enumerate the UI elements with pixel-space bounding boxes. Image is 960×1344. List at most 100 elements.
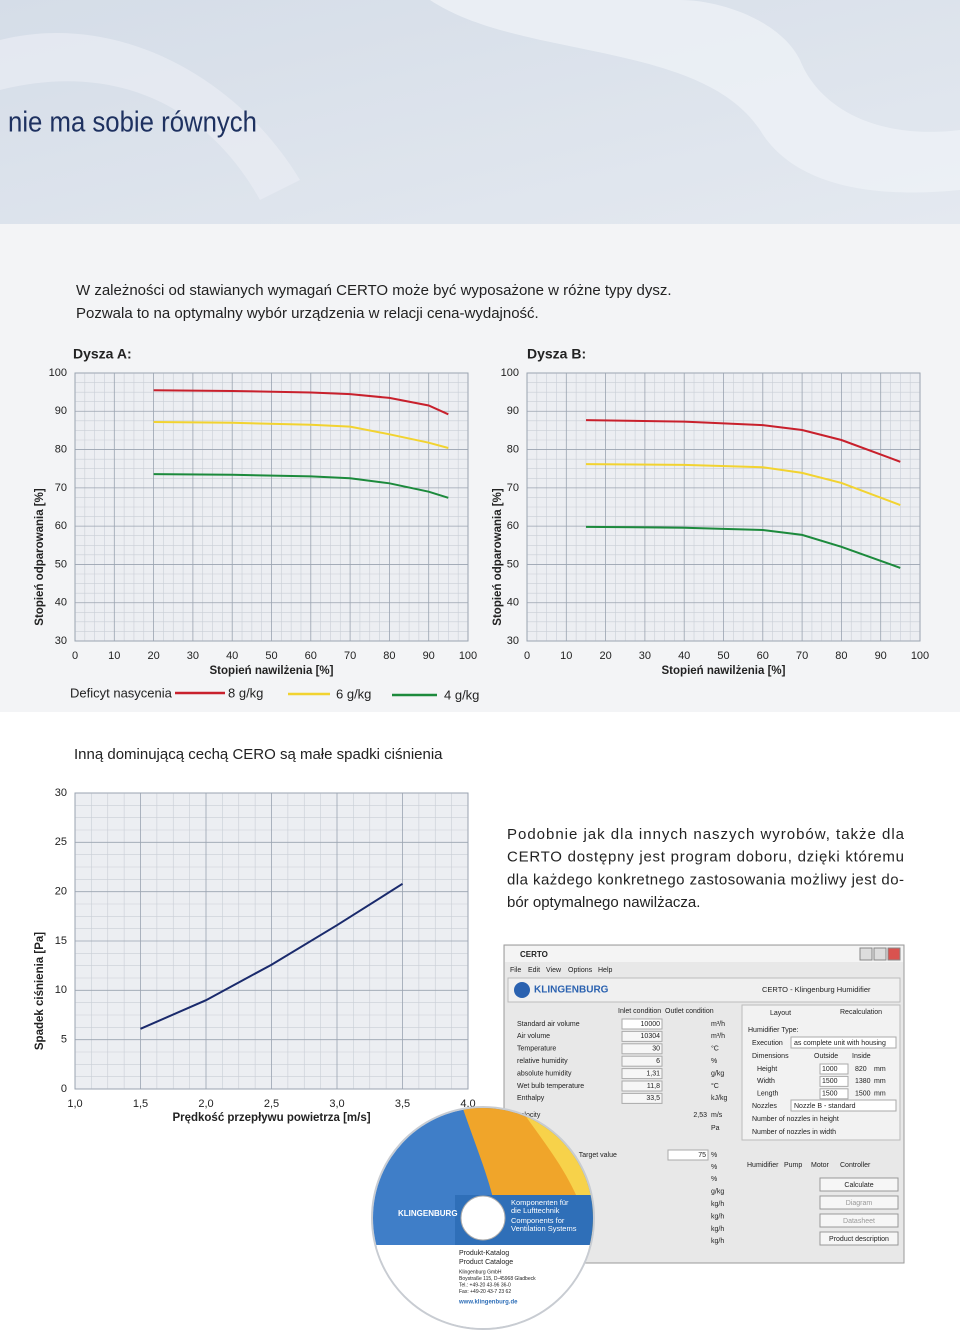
field-label: Standard air volume: [517, 1021, 580, 1028]
y-tick-label: 40: [55, 597, 67, 609]
x-tick-label: 30: [639, 650, 651, 662]
x-axis-label: Stopień nawilżenia [%]: [210, 665, 334, 677]
window-button[interactable]: [859, 947, 873, 961]
tab[interactable]: Controller: [840, 1162, 871, 1169]
field-box[interactable]: [621, 1030, 663, 1042]
field-box[interactable]: [621, 1068, 663, 1080]
disc-text: Components for: [511, 1216, 565, 1225]
field-label: relative humidity: [517, 1058, 568, 1065]
x-tick-label: 80: [383, 650, 395, 662]
tab[interactable]: Outlet condition: [665, 1008, 714, 1015]
y-tick-label: 30: [55, 635, 67, 647]
field-box[interactable]: [667, 1149, 709, 1161]
disc-text: Boystraße 115, D-45968 Gladbeck: [459, 1276, 536, 1282]
brand: KLINGENBURG: [534, 985, 609, 996]
x-tick-label: 60: [757, 650, 769, 662]
tab[interactable]: Humidifier: [747, 1162, 779, 1169]
field-box[interactable]: [819, 1075, 849, 1087]
x-tick-label: 20: [147, 650, 159, 662]
swirl: [0, 32, 300, 200]
disc-text: Ventilation Systems: [511, 1224, 577, 1233]
menu-item[interactable]: Help: [598, 967, 613, 974]
field-box[interactable]: [621, 1043, 663, 1055]
y-axis-label: Stopień odparowania [%]: [492, 488, 504, 626]
field-label: Humidifier Type:: [748, 1027, 799, 1034]
button[interactable]: [819, 1213, 899, 1228]
field-value: 30: [652, 1046, 660, 1053]
tab[interactable]: Motor: [811, 1162, 830, 1169]
menu-item[interactable]: Options: [568, 967, 593, 974]
menu-item[interactable]: File: [510, 967, 521, 974]
field-label: Nozzles: [752, 1103, 777, 1110]
series-line: [153, 421, 449, 449]
y-tick-label: 20: [55, 886, 67, 898]
button-label: Diagram: [846, 1200, 873, 1207]
field-label: Wet bulb temperature: [517, 1083, 584, 1090]
x-tick-label: 0: [72, 650, 78, 662]
dropdown[interactable]: [790, 1099, 897, 1112]
field-box[interactable]: [621, 1018, 663, 1030]
button[interactable]: [819, 1231, 899, 1246]
y-tick-label: 40: [507, 597, 519, 609]
x-tick-label: 10: [108, 650, 120, 662]
legend-label: 6 g/kg: [336, 686, 371, 701]
field-label: Enthalpy: [517, 1095, 545, 1102]
disc-text: Produkt-Katalog: [459, 1250, 509, 1257]
button[interactable]: [819, 1177, 899, 1192]
button[interactable]: [819, 1195, 899, 1210]
y-axis-label: Spadek ciśnienia [Pa]: [34, 932, 46, 1050]
x-tick-label: 100: [911, 650, 929, 662]
menu-item[interactable]: Edit: [528, 967, 540, 974]
window-app: CERTO: [520, 950, 548, 959]
field-label: Width: [757, 1078, 775, 1085]
field-unit: m³/h: [711, 1021, 725, 1028]
y-tick-label: 90: [507, 405, 519, 417]
disc-text: Product Cataloge: [459, 1259, 513, 1266]
field-unit: kg/h: [711, 1201, 724, 1208]
tab[interactable]: Inlet condition: [618, 1008, 661, 1015]
field-unit: mm: [874, 1091, 886, 1098]
brand-bar: [507, 977, 901, 1003]
field-box[interactable]: [621, 1092, 663, 1104]
field-value: 1,31: [646, 1070, 660, 1077]
field-box[interactable]: [819, 1063, 849, 1075]
chart-title: Dysza B:: [527, 346, 586, 362]
x-axis-label: Stopień nawilżenia [%]: [662, 665, 786, 677]
tab[interactable]: Layout: [770, 1010, 791, 1017]
y-tick-label: 30: [507, 635, 519, 647]
field-value: 1500: [822, 1091, 838, 1098]
y-tick-label: 50: [507, 558, 519, 570]
field-label: Length: [757, 1091, 779, 1098]
dropdown-value: Nozzle B - standard: [794, 1103, 856, 1110]
disc-web: www.klingenburg.de: [458, 1300, 518, 1306]
field-label: Height: [757, 1066, 777, 1073]
y-tick-label: 70: [507, 482, 519, 494]
x-tick-label: 3,5: [395, 1098, 410, 1110]
window-button[interactable]: [887, 947, 901, 961]
x-tick-label: 1,0: [67, 1098, 82, 1110]
field-unit: m/s: [711, 1112, 723, 1119]
y-tick-label: 80: [55, 443, 67, 455]
col-head: Inside: [852, 1053, 871, 1060]
y-tick-label: 60: [507, 520, 519, 532]
field-box[interactable]: [621, 1080, 663, 1092]
menu-item[interactable]: View: [546, 967, 562, 974]
field-box[interactable]: [621, 1055, 663, 1067]
tab[interactable]: Pump: [784, 1162, 802, 1169]
y-tick-label: 70: [55, 482, 67, 494]
paragraph-line: Podobnie jak dla innych naszych wyrobów,…: [507, 826, 905, 843]
tab[interactable]: Recalculation: [840, 1009, 882, 1016]
field-unit: g/kg: [711, 1070, 724, 1077]
dropdown[interactable]: [790, 1036, 897, 1049]
x-tick-label: 0: [524, 650, 530, 662]
field-label: Temperature: [517, 1046, 556, 1053]
x-tick-label: 10: [560, 650, 572, 662]
x-tick-label: 40: [678, 650, 690, 662]
field-label: Number of nozzles in height: [752, 1116, 839, 1123]
field-value: 1500: [855, 1091, 871, 1098]
series-line: [153, 473, 449, 499]
field-box[interactable]: [819, 1088, 849, 1100]
y-tick-label: 30: [55, 787, 67, 799]
window-button[interactable]: [873, 947, 887, 961]
field-label: Dimensions: [752, 1053, 789, 1060]
